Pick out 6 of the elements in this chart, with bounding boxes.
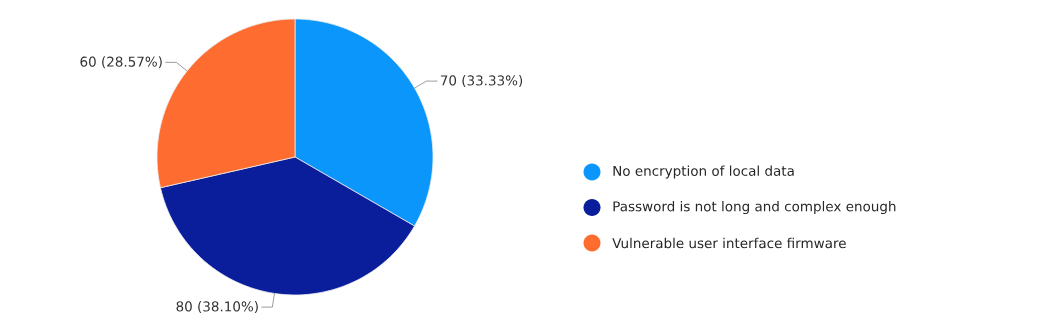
legend-label: Vulnerable user interface firmware	[612, 237, 846, 249]
legend-label: No encryption of local data	[613, 165, 794, 179]
legend-label: Password is not long and complex enough	[613, 200, 896, 215]
data-label: 70 (33.33%)	[440, 75, 523, 88]
data-label: 80 (38.10%)	[176, 301, 258, 314]
data-label: 60 (28.57%)	[80, 56, 162, 69]
